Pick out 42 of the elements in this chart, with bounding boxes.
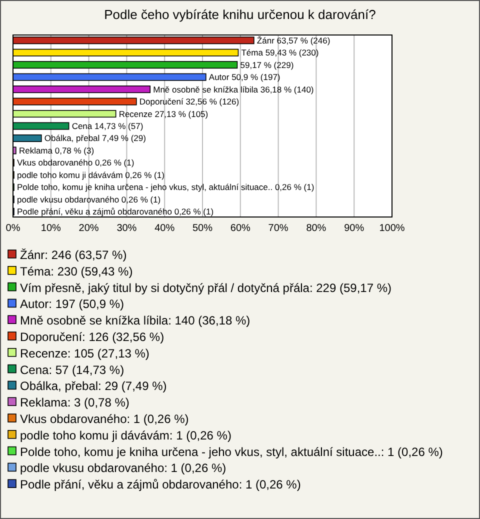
data-label: Mně osobně se knížka líbila 36,18 % (140) [153, 84, 314, 94]
legend-label: Žánr: 246 (63,57 %) [20, 248, 127, 262]
x-tick-label: 50% [192, 223, 213, 234]
legend-label: Autor: 197 (50,9 %) [20, 297, 124, 312]
x-tick-label: 40% [154, 223, 175, 234]
data-label: podle toho komu ji dávávám 0,26 % (1) [16, 170, 165, 180]
legend-label: Téma: 230 (59,43 %) [20, 264, 133, 278]
data-label: Podle přání, věku a zájmů obdarovaného 0,26 % (1) [16, 206, 214, 217]
x-tick-label: 60% [230, 223, 251, 234]
legend-label: podle toho komu ji dávávám: 1 (0,26 %) [20, 428, 232, 442]
legend-label: Doporučení: 126 (32,56 %) [20, 330, 164, 344]
legend-label: Polde toho, komu je kniha určena - jeho vkus, styl, aktuální situace..: 1 (0,26 %) [20, 444, 443, 459]
x-tick-label: 90% [344, 223, 364, 234]
legend-label: Vkus obdarovaného: 1 (0,26 %) [20, 412, 189, 426]
data-label: Recenze 27,13 % (105) [118, 108, 208, 119]
data-label: Vkus obdarovaného 0,26 % (1) [16, 158, 134, 168]
x-tick-label: 0% [6, 223, 20, 234]
chart-title: Podle čeho vybíráte knihu určenou k darování? [104, 7, 376, 22]
legend-label: Reklama: 3 (0,78 %) [20, 396, 130, 410]
data-label: Polde toho, komu je kniha určena - jeho vkus, styl, aktuální situace.. 0,26 % (1) [16, 182, 314, 192]
data-label: podle vkusu obdarovaného 0,26 % (1) [16, 194, 161, 204]
x-tick-label: 100% [379, 223, 405, 234]
x-tick-label: 80% [306, 223, 326, 234]
data-label: Cena 14,73 % (57) [72, 121, 144, 131]
legend-label: Podle přání, věku a zájmů obdarovaného: 1 (0,26 %) [20, 478, 301, 492]
legend-label: Cena: 57 (14,73 %) [20, 362, 124, 377]
data-label: Obálka, přebal 7,49 % (29) [44, 133, 146, 144]
data-label: Žánr 63,57 % (246) [256, 35, 330, 46]
data-label: Doporučení 32,56 % (126) [139, 96, 240, 107]
data-label: Reklama 0,78 % (3) [18, 145, 94, 156]
legend-label: podle vkusu obdarovaného: 1 (0,26 %) [20, 461, 226, 476]
data-label: Téma 59,43 % (230) [241, 48, 319, 58]
legend-label: Vím přesně, jaký titul by si dotyčný přál / dotyčná přála: 229 (59,17 %) [20, 280, 392, 295]
data-label: Autor 50,9 % (197) [208, 72, 280, 82]
x-tick-label: 10% [40, 223, 62, 234]
x-tick-label: 20% [78, 223, 99, 234]
legend-label: Mně osobně se knížka líbila: 140 (36,18 %) [20, 314, 250, 328]
data-label: 59,17 % (229) [240, 60, 294, 70]
x-tick-label: 70% [268, 223, 288, 234]
legend-label: Obálka, přebal: 29 (7,49 %) [20, 379, 167, 394]
x-tick-label: 30% [116, 223, 137, 234]
legend-label: Recenze: 105 (27,13 %) [20, 346, 150, 360]
